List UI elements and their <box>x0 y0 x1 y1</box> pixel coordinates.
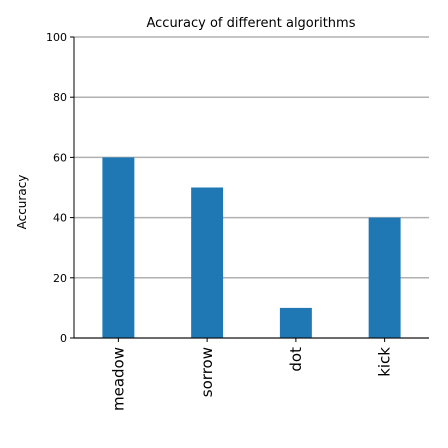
bar-dot <box>279 307 312 338</box>
bar-meadow <box>102 157 135 338</box>
x-tick-label: dot <box>287 347 305 372</box>
y-tick-label: 80 <box>53 91 67 104</box>
axes: 0 20 40 60 80 100 meadow sorrow dot kick <box>46 31 429 411</box>
y-tick-label: 60 <box>53 151 67 164</box>
y-tick-label: 20 <box>53 272 67 285</box>
y-tick-label: 0 <box>60 332 67 345</box>
y-tick-label: 100 <box>46 31 67 44</box>
chart-title: Accuracy of different algorithms <box>146 16 355 31</box>
x-tick-label: kick <box>376 347 394 377</box>
bar-kick <box>368 217 401 338</box>
x-tick-label: sorrow <box>198 347 216 397</box>
bars <box>102 157 401 338</box>
y-tick-label: 40 <box>53 212 67 225</box>
y-axis-label: Accuracy <box>15 175 29 230</box>
x-tick-label: meadow <box>109 347 127 411</box>
bar-sorrow <box>191 187 224 338</box>
